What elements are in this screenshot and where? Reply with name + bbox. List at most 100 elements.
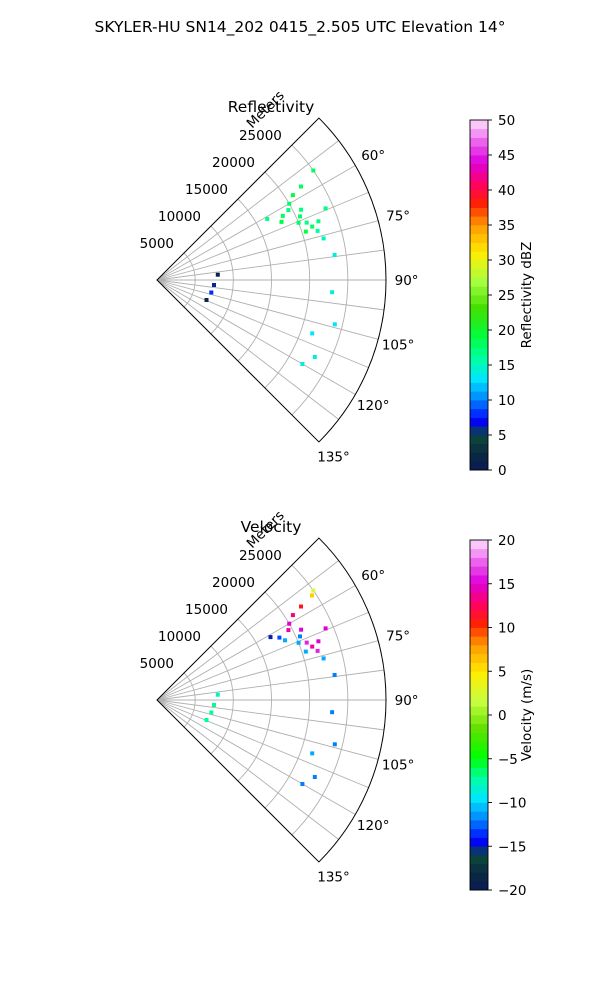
echo-point — [298, 634, 302, 639]
echo-point — [315, 648, 320, 653]
echo-point — [204, 298, 209, 302]
colorbar-segment — [470, 137, 488, 147]
azimuth-spoke — [156, 279, 379, 340]
azimuth-spoke — [156, 699, 339, 840]
echo-point — [265, 216, 270, 221]
colorbar-segment — [470, 338, 488, 348]
colorbar-segment — [470, 181, 488, 191]
echo-point — [286, 628, 291, 633]
echo-point — [332, 742, 337, 747]
echo-point — [304, 640, 309, 645]
colorbar-segment — [470, 400, 488, 410]
azimuth-spoke — [156, 611, 369, 701]
colorbar-tick-label: 40 — [498, 183, 515, 199]
colorbar-segment — [470, 636, 488, 646]
colorbar-segment — [470, 872, 488, 882]
colorbar-segment — [470, 863, 488, 873]
echo-point — [316, 639, 321, 644]
colorbar-tick-label: 10 — [498, 621, 515, 637]
colorbar-label: Reflectivity dBZ — [519, 242, 535, 349]
colorbar-tick-label: 45 — [498, 148, 515, 164]
echo-point — [321, 236, 326, 241]
reflectivity-panel: Reflectivity500010000150002000025000Mete… — [140, 88, 535, 479]
colorbar-tick-label: 20 — [498, 323, 515, 339]
echo-point — [323, 206, 328, 211]
echo-point — [310, 751, 315, 756]
echo-point — [310, 224, 315, 229]
colorbar-segment — [470, 828, 488, 838]
echo-point — [312, 355, 317, 359]
echo-point — [321, 656, 326, 661]
colorbar-segment — [470, 557, 488, 567]
range-tick-label: 15000 — [185, 602, 228, 618]
colorbar-segment — [470, 382, 488, 392]
azimuth-tick-label: 90° — [395, 273, 419, 289]
colorbar-tick-label: 10 — [498, 393, 515, 409]
echo-point — [310, 593, 314, 598]
echo-point — [268, 635, 273, 640]
colorbar-segment — [470, 662, 488, 672]
colorbar-segment — [470, 225, 488, 235]
colorbar-segment — [470, 251, 488, 261]
colorbar-segment — [470, 120, 488, 130]
colorbar-segment — [470, 793, 488, 803]
colorbar-segment — [470, 680, 488, 690]
echo-point — [316, 219, 321, 224]
echo-point — [323, 626, 328, 631]
colorbar-tick-label: 35 — [498, 218, 515, 234]
colorbar-segment — [470, 391, 488, 401]
echo-point — [287, 621, 292, 626]
colorbar-segment — [470, 408, 488, 418]
azimuth-tick-label: 90° — [395, 693, 419, 709]
colorbar-segment — [470, 172, 488, 182]
colorbar-segment — [470, 688, 488, 698]
colorbar-tick-label: −10 — [498, 796, 527, 812]
echo-point — [311, 168, 316, 173]
colorbar-segment — [470, 365, 488, 375]
colorbar-segment — [470, 820, 488, 830]
colorbar-segment — [470, 295, 488, 305]
echo-point — [212, 283, 216, 287]
colorbar-tick-label: 15 — [498, 577, 515, 593]
colorbar-segment — [470, 417, 488, 427]
sector-outline — [156, 117, 387, 443]
echo-point — [209, 290, 214, 295]
colorbar-segment — [470, 575, 488, 585]
colorbar-segment — [470, 881, 488, 891]
colorbar-tick-label: 50 — [498, 113, 515, 129]
azimuth-spoke — [156, 279, 339, 420]
colorbar-tick-label: −15 — [498, 839, 527, 855]
colorbar-segment — [470, 242, 488, 252]
colorbar-tick-label: 5 — [498, 428, 507, 444]
echo-point — [330, 710, 335, 715]
colorbar-segment — [470, 758, 488, 768]
colorbar-segment — [470, 155, 488, 165]
echo-point — [296, 220, 301, 225]
colorbar-segment — [470, 802, 488, 812]
range-tick-label: 15000 — [185, 182, 228, 198]
colorbar-segment — [470, 461, 488, 471]
colorbar-tick-label: 30 — [498, 253, 515, 269]
echo-point — [209, 710, 214, 715]
colorbar-segment — [470, 653, 488, 663]
echo-point — [283, 638, 287, 643]
colorbar-segment — [470, 671, 488, 681]
range-tick-label: 5000 — [140, 656, 174, 672]
range-tick-label: 10000 — [158, 209, 201, 225]
colorbar-segment — [470, 356, 488, 366]
colorbar-segment — [470, 592, 488, 602]
colorbar-segment — [470, 715, 488, 725]
colorbar-segment — [470, 610, 488, 620]
colorbar-segment — [470, 697, 488, 707]
colorbar-segment — [470, 435, 488, 445]
range-tick-label: 5000 — [140, 236, 174, 252]
echo-point — [299, 627, 304, 632]
azimuth-tick-label: 120° — [357, 818, 390, 834]
colorbar-segment — [470, 627, 488, 637]
echo-point — [290, 193, 295, 198]
echo-point — [280, 213, 285, 218]
colorbar-segment — [470, 855, 488, 865]
azimuth-spoke — [156, 279, 385, 311]
colorbar-segment — [470, 268, 488, 278]
colorbar-segment — [470, 216, 488, 226]
